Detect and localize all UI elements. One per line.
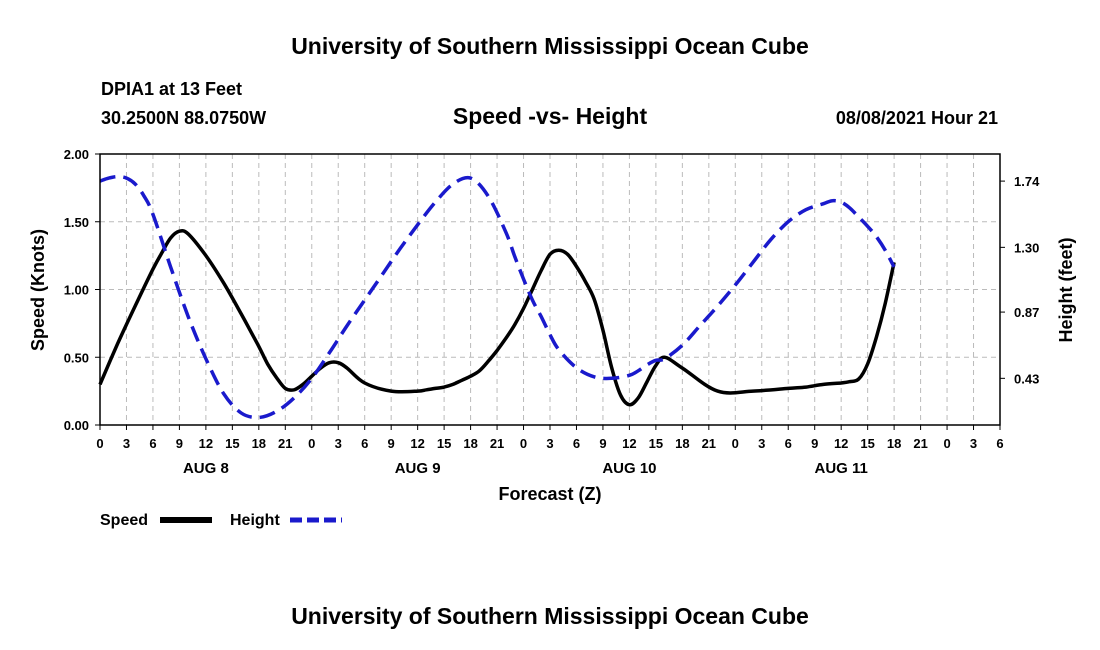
x-tick-label: 0 <box>520 436 527 451</box>
y-axis-label: Speed (Knots) <box>28 229 48 351</box>
x-tick-label: 18 <box>887 436 901 451</box>
right-axis-ticks: 0.43 0.87 1.30 1.74 <box>1000 174 1040 386</box>
day-labels: AUG 8 AUG 9 AUG 10 AUG 11 <box>183 460 868 477</box>
station-coords: 30.2500N 88.0750W <box>101 108 266 128</box>
y2-tick-label: 1.74 <box>1014 174 1040 189</box>
day-label: AUG 8 <box>183 460 229 477</box>
gridlines <box>100 154 1000 425</box>
day-label: AUG 10 <box>602 460 656 477</box>
x-tick-label: 6 <box>573 436 580 451</box>
series-layer <box>98 174 896 420</box>
x-tick-label: 18 <box>252 436 266 451</box>
y2-tick-label: 1.30 <box>1014 240 1039 255</box>
x-tick-label: 12 <box>622 436 636 451</box>
speed-series-line <box>98 228 896 407</box>
x-tick-label: 3 <box>335 436 342 451</box>
x-tick-label: 12 <box>410 436 424 451</box>
x-tick-label: 3 <box>758 436 765 451</box>
x-tick-label: 18 <box>675 436 689 451</box>
y-tick-label: 0.50 <box>64 350 89 365</box>
legend: Speed Height <box>100 512 342 529</box>
x-tick-label: 12 <box>199 436 213 451</box>
x-axis-ticks: 0 3 6 9 12 15 18 21 0 3 6 9 12 15 18 21 0 3 6 9 12 15 18 21 0 3 6 9… <box>96 425 1004 451</box>
x-tick-label: 3 <box>123 436 130 451</box>
x-tick-label: 9 <box>599 436 606 451</box>
x-tick-label: 18 <box>463 436 477 451</box>
x-tick-label: 12 <box>834 436 848 451</box>
y-tick-label: 1.00 <box>64 283 89 298</box>
y2-tick-label: 0.43 <box>1014 371 1039 386</box>
x-tick-label: 21 <box>702 436 716 451</box>
y-tick-label: 1.50 <box>64 215 89 230</box>
x-tick-label: 21 <box>278 436 292 451</box>
chart-title: Speed -vs- Height <box>453 103 648 129</box>
x-tick-label: 9 <box>176 436 183 451</box>
x-tick-label: 3 <box>546 436 553 451</box>
page-title: University of Southern Mississippi Ocean… <box>291 33 809 59</box>
x-tick-label: 21 <box>490 436 504 451</box>
y-tick-label: 0.00 <box>64 418 89 433</box>
x-tick-label: 3 <box>970 436 977 451</box>
legend-height-label: Height <box>230 512 280 529</box>
y2-tick-label: 0.87 <box>1014 305 1039 320</box>
x-tick-label: 0 <box>308 436 315 451</box>
x-tick-label: 6 <box>149 436 156 451</box>
x-tick-label: 6 <box>785 436 792 451</box>
x-tick-label: 15 <box>437 436 451 451</box>
x-tick-label: 21 <box>913 436 927 451</box>
x-tick-label: 6 <box>361 436 368 451</box>
x-tick-label: 6 <box>996 436 1003 451</box>
forecast-datetime: 08/08/2021 Hour 21 <box>836 108 998 128</box>
x-tick-label: 0 <box>732 436 739 451</box>
day-label: AUG 11 <box>814 460 867 477</box>
x-tick-label: 0 <box>96 436 103 451</box>
x-tick-label: 9 <box>811 436 818 451</box>
legend-speed-label: Speed <box>100 512 148 529</box>
x-axis-label: Forecast (Z) <box>498 484 601 504</box>
x-tick-label: 9 <box>388 436 395 451</box>
day-label: AUG 9 <box>395 460 441 477</box>
x-tick-label: 15 <box>225 436 239 451</box>
x-tick-label: 15 <box>649 436 663 451</box>
height-series-line <box>99 174 896 420</box>
y2-axis-label: Height (feet) <box>1056 238 1076 343</box>
y-tick-label: 2.00 <box>64 147 89 162</box>
x-tick-label: 0 <box>943 436 950 451</box>
x-tick-label: 15 <box>860 436 874 451</box>
left-axis-ticks: 0.00 0.50 1.00 1.50 2.00 <box>64 147 100 433</box>
footer-title: University of Southern Mississippi Ocean… <box>291 603 809 629</box>
station-label: DPIA1 at 13 Feet <box>101 79 242 99</box>
